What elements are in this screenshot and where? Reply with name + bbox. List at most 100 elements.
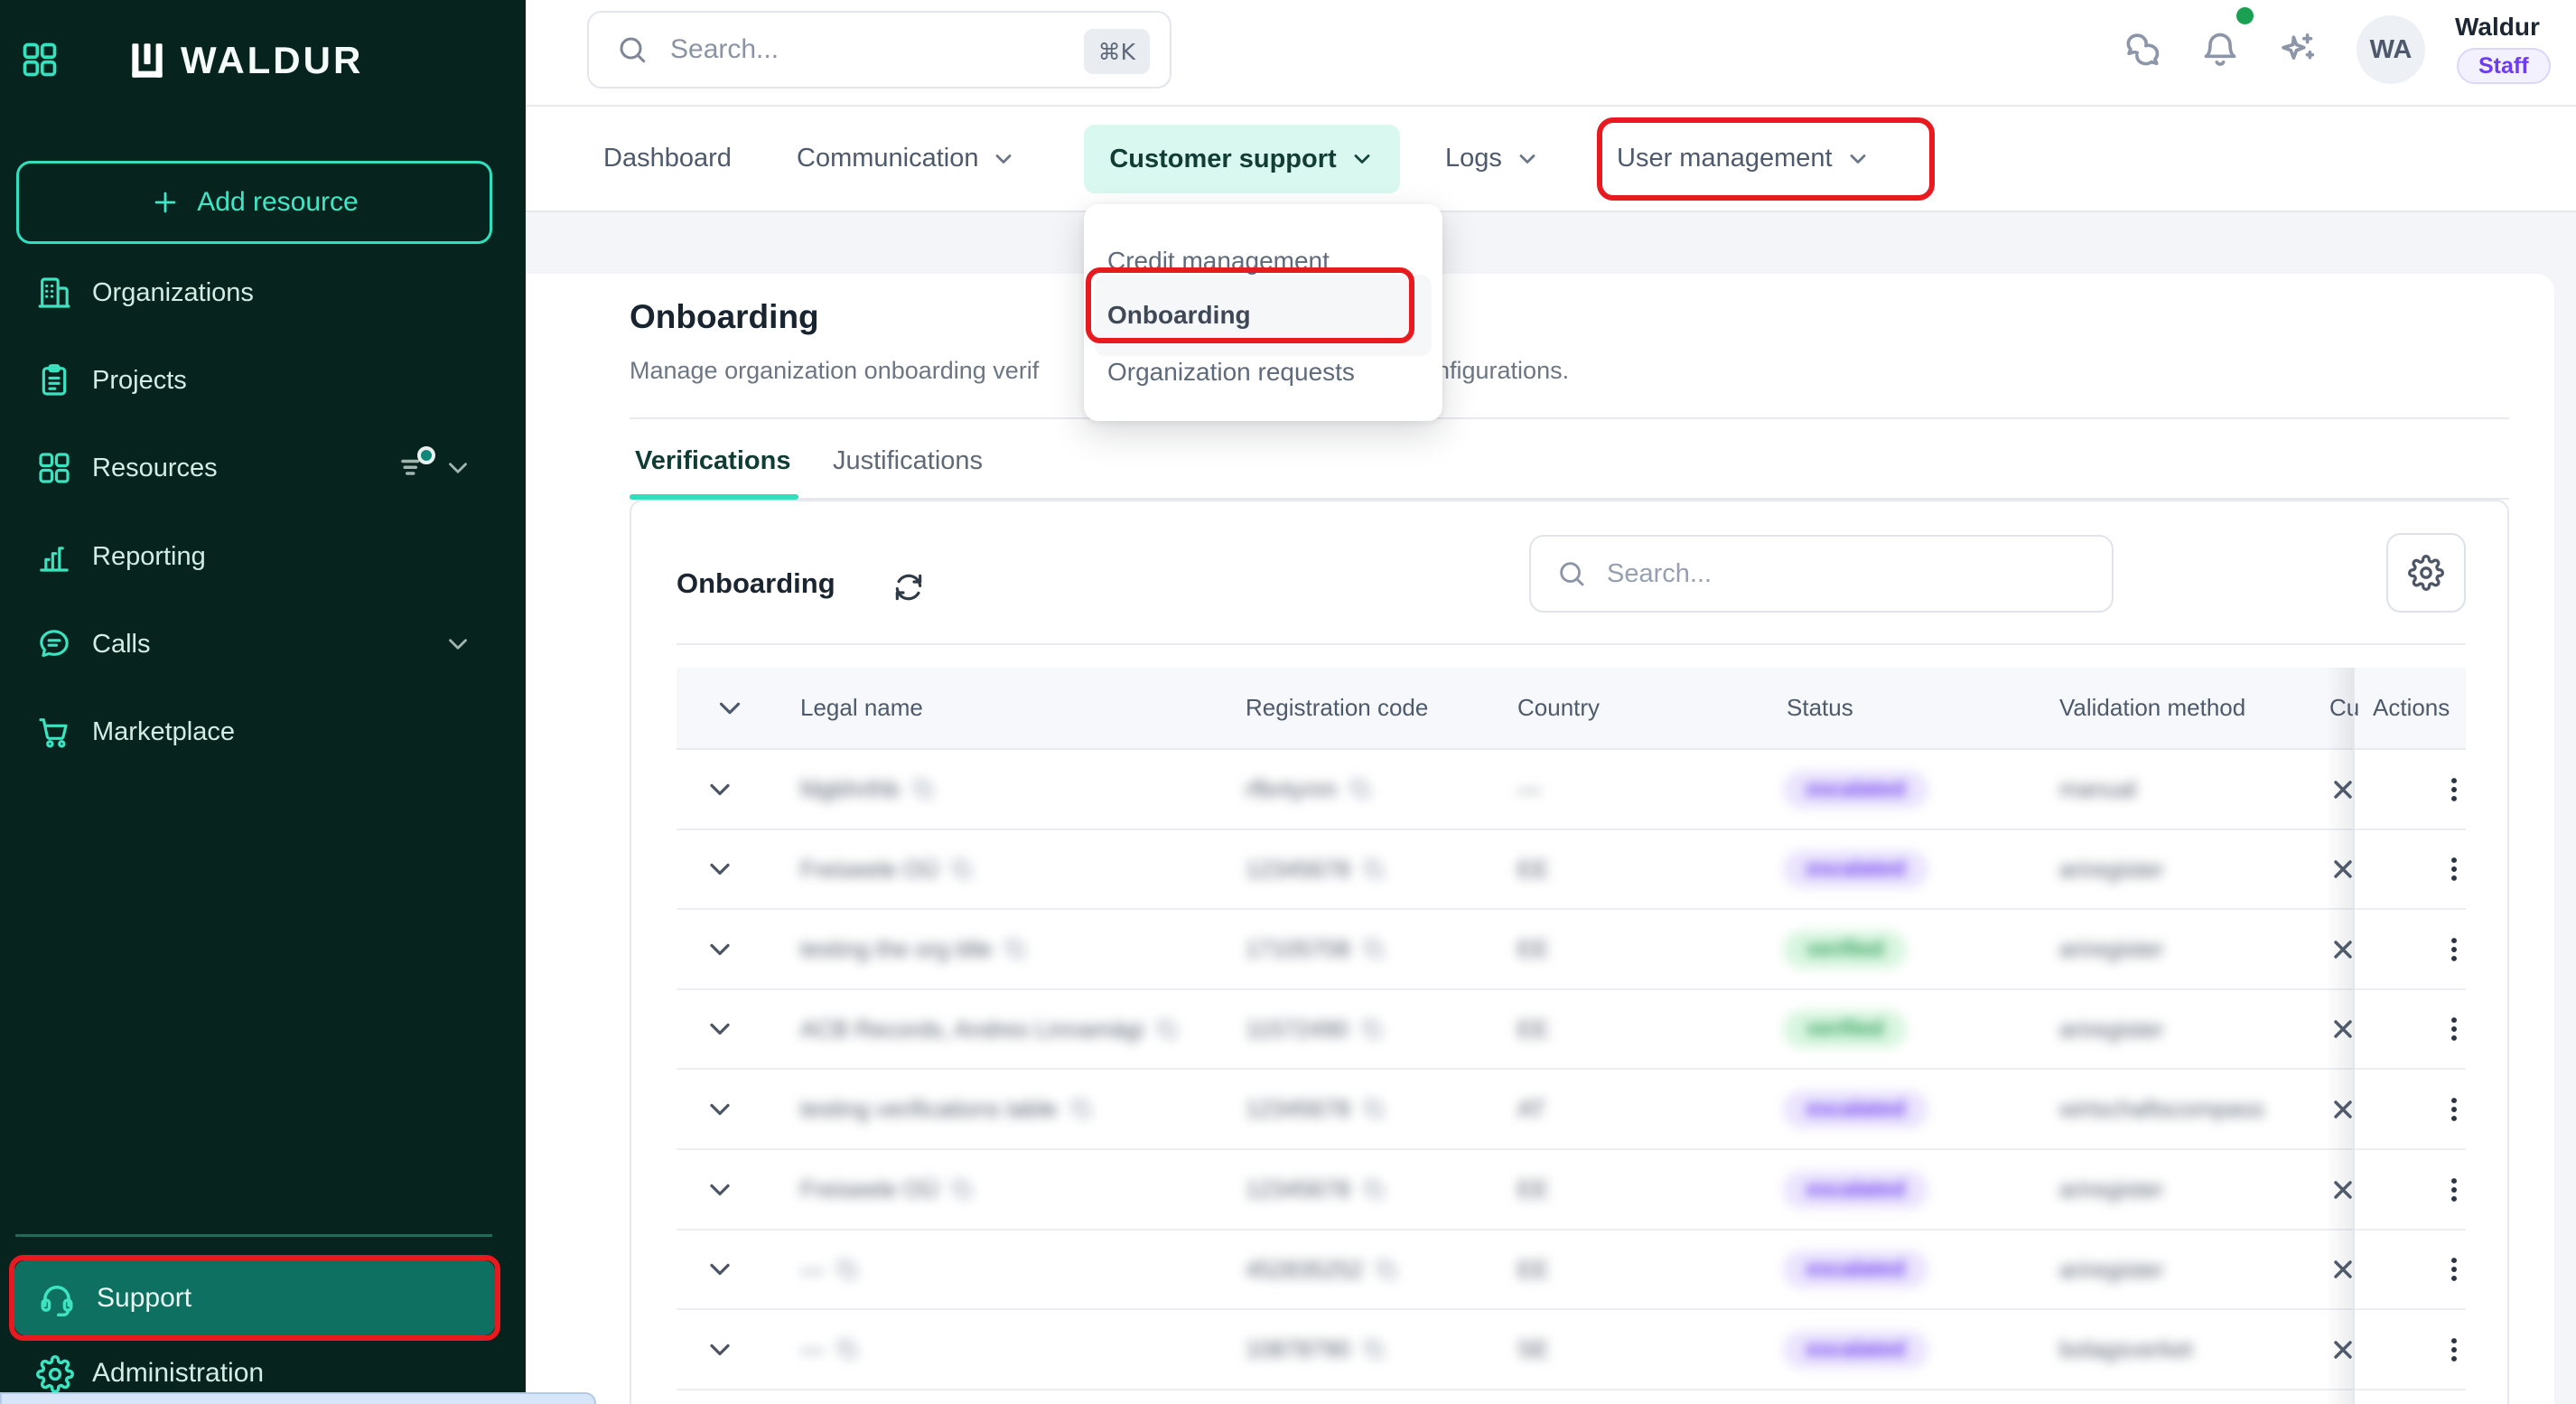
- copy-icon[interactable]: [1363, 1338, 1386, 1361]
- topbar: Search... ⌘K WA Waldur Staff: [526, 0, 2576, 107]
- copy-icon[interactable]: [912, 778, 935, 800]
- clear-x-icon[interactable]: [2329, 1231, 2359, 1308]
- cell-status: escalated: [1783, 830, 1929, 908]
- column-header-country: Country: [1517, 694, 1601, 721]
- bar-chart-icon: [36, 538, 72, 575]
- copy-icon[interactable]: [1363, 1098, 1386, 1120]
- notification-dot: [2236, 7, 2254, 24]
- row-actions-kebab-icon[interactable]: [2397, 910, 2507, 988]
- copy-icon[interactable]: [1156, 1018, 1179, 1041]
- chat-icon[interactable]: [2122, 30, 2161, 70]
- copy-icon[interactable]: [1376, 1259, 1398, 1281]
- copy-icon[interactable]: [1363, 938, 1386, 960]
- column-header-cu: Cu: [2329, 694, 2360, 721]
- copy-icon[interactable]: [1363, 858, 1386, 881]
- sidebar-toggle-grid-icon[interactable]: [20, 40, 60, 80]
- filter-icon[interactable]: [397, 446, 435, 484]
- sidebar-item-administration[interactable]: Administration: [0, 1344, 526, 1402]
- row-actions-kebab-icon[interactable]: [2397, 1070, 2507, 1148]
- cell-country: —: [1517, 775, 1541, 802]
- sidebar-item-support[interactable]: Support: [14, 1260, 495, 1335]
- sidebar-item-marketplace[interactable]: Marketplace: [0, 703, 526, 761]
- row-expand-chevron-icon[interactable]: [704, 750, 751, 828]
- sidebar-item-resources[interactable]: Resources: [0, 439, 526, 497]
- cell-country: EE: [1517, 1175, 1549, 1203]
- row-expand-chevron-icon[interactable]: [704, 1310, 751, 1389]
- clipboard-icon: [36, 362, 72, 398]
- bell-icon[interactable]: [2200, 30, 2240, 70]
- refresh-icon[interactable]: [891, 570, 926, 604]
- tab-justifications[interactable]: Justifications: [833, 445, 984, 475]
- copy-icon[interactable]: [1070, 1098, 1093, 1120]
- main-navbar: Dashboard Communication Customer support Lo…: [526, 107, 2576, 212]
- add-resource-button[interactable]: Add resource: [16, 161, 492, 244]
- row-expand-chevron-icon[interactable]: [704, 1150, 751, 1229]
- sidebar-item-reporting[interactable]: Reporting: [0, 528, 526, 585]
- global-search-input[interactable]: Search... ⌘K: [587, 11, 1171, 89]
- row-expand-chevron-icon[interactable]: [704, 910, 751, 988]
- nav-item-dashboard[interactable]: Dashboard: [603, 107, 732, 211]
- row-actions-kebab-icon[interactable]: [2397, 1150, 2507, 1229]
- headset-icon: [38, 1279, 76, 1317]
- search-placeholder: Search...: [1607, 558, 1713, 588]
- clear-x-icon[interactable]: [2329, 1310, 2359, 1389]
- dropdown-item-onboarding[interactable]: Onboarding: [1107, 301, 1251, 329]
- clear-x-icon[interactable]: [2329, 910, 2359, 988]
- nav-item-label: Dashboard: [603, 144, 732, 173]
- cell-legal-name: —: [800, 1310, 859, 1389]
- clear-x-icon[interactable]: [2329, 990, 2359, 1068]
- clear-x-icon[interactable]: [2329, 830, 2359, 908]
- row-actions-kebab-icon[interactable]: [2397, 1310, 2507, 1389]
- clear-x-icon[interactable]: [2329, 750, 2359, 828]
- chevron-down-icon[interactable]: [443, 453, 473, 483]
- copy-icon[interactable]: [836, 1259, 859, 1281]
- cell-legal-name: Freiseele OÜ: [800, 830, 974, 908]
- sparkles-icon[interactable]: [2278, 30, 2318, 70]
- copy-icon[interactable]: [1363, 1178, 1386, 1201]
- row-expand-chevron-icon[interactable]: [704, 990, 751, 1068]
- nav-item-label: User management: [1617, 144, 1833, 173]
- nav-item-user-management[interactable]: User management: [1617, 107, 1871, 211]
- sidebar-item-organizations[interactable]: Organizations: [0, 264, 526, 322]
- chevron-down-icon: [1845, 146, 1871, 172]
- avatar[interactable]: WA: [2357, 15, 2425, 84]
- table-row: testing the org title 17105708 EE verified a…: [677, 910, 2466, 990]
- row-actions-kebab-icon[interactable]: [2397, 1231, 2507, 1308]
- sidebar-item-calls[interactable]: Calls: [0, 615, 526, 673]
- sidebar-item-label: Organizations: [92, 277, 254, 307]
- building-icon: [36, 275, 72, 311]
- copy-icon[interactable]: [951, 858, 974, 881]
- dropdown-item-organization-requests[interactable]: Organization requests: [1107, 358, 1355, 386]
- add-resource-label: Add resource: [197, 187, 359, 217]
- table-search-input[interactable]: Search...: [1529, 535, 2114, 613]
- nav-item-logs[interactable]: Logs: [1445, 107, 1540, 211]
- row-actions-kebab-icon[interactable]: [2397, 750, 2507, 828]
- row-expand-chevron-icon[interactable]: [704, 830, 751, 908]
- dropdown-item-credit-management[interactable]: Credit management: [1107, 247, 1330, 275]
- search-shortcut-badge: ⌘K: [1083, 29, 1150, 74]
- row-actions-kebab-icon[interactable]: [2397, 830, 2507, 908]
- row-expand-chevron-icon[interactable]: [704, 1231, 751, 1308]
- cell-validation-method: ariregister: [2059, 855, 2164, 883]
- cell-legal-name: Freiseele OÜ: [800, 1150, 974, 1229]
- copy-icon[interactable]: [951, 1178, 974, 1201]
- clear-x-icon[interactable]: [2329, 1070, 2359, 1148]
- copy-icon[interactable]: [1349, 778, 1372, 800]
- chevron-down-icon[interactable]: [443, 629, 473, 660]
- cell-registration-code: 12345678: [1246, 830, 1386, 908]
- row-expand-chevron-icon[interactable]: [704, 1070, 751, 1148]
- table-settings-button[interactable]: [2386, 533, 2466, 613]
- tab-verifications[interactable]: Verifications: [635, 445, 791, 475]
- status-badge: escalated: [1783, 1170, 1929, 1209]
- gear-icon: [2408, 555, 2444, 591]
- row-actions-kebab-icon[interactable]: [2397, 990, 2507, 1068]
- expand-all-chevron-icon[interactable]: [713, 691, 747, 725]
- sidebar-item-projects[interactable]: Projects: [0, 351, 526, 409]
- nav-item-customer-support[interactable]: Customer support: [1084, 125, 1400, 193]
- nav-item-communication[interactable]: Communication: [797, 107, 1016, 211]
- copy-icon[interactable]: [1004, 938, 1027, 960]
- cell-status: escalated: [1783, 750, 1929, 828]
- copy-icon[interactable]: [836, 1338, 859, 1361]
- copy-icon[interactable]: [1361, 1018, 1384, 1041]
- clear-x-icon[interactable]: [2329, 1150, 2359, 1229]
